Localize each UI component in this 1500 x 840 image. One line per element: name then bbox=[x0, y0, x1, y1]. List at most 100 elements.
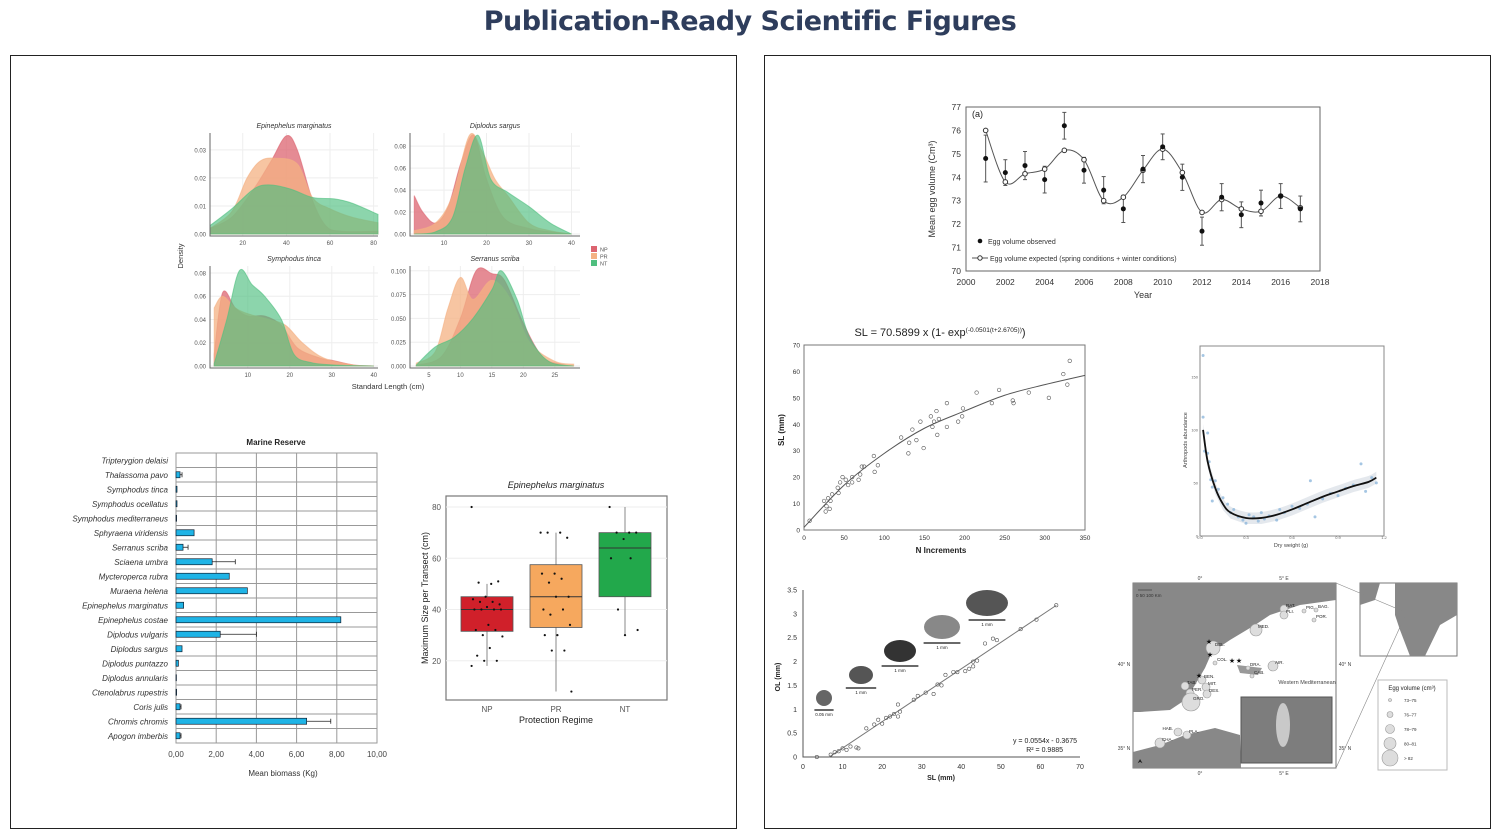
expected-point bbox=[1120, 194, 1127, 200]
data-point bbox=[1221, 496, 1225, 500]
y-tick-label: 0.00 bbox=[194, 233, 206, 239]
equation-exponent: (-0.0501(t+2.6705)) bbox=[966, 327, 1022, 334]
data-point bbox=[844, 747, 849, 752]
colony-marker bbox=[1180, 681, 1190, 691]
data-point bbox=[911, 697, 916, 702]
y-tick-label: 1 bbox=[793, 707, 797, 714]
data-point bbox=[488, 646, 491, 650]
data-point bbox=[914, 438, 919, 443]
data-point bbox=[989, 401, 994, 406]
site-label: GRO. bbox=[1193, 696, 1205, 701]
data-point bbox=[931, 419, 937, 424]
expected-point bbox=[1199, 209, 1205, 216]
x-tick-label: 10 bbox=[244, 373, 251, 379]
colony-star-icon: ★ bbox=[1207, 651, 1213, 659]
inset-connector bbox=[1335, 615, 1406, 769]
data-point bbox=[481, 634, 484, 637]
observed-point bbox=[1179, 174, 1185, 180]
y-tick-label: 0.00 bbox=[194, 365, 206, 371]
longitude-label: 0° bbox=[1198, 771, 1203, 777]
data-point bbox=[556, 634, 559, 637]
map-scale-label: 0 50 100 Km bbox=[1136, 593, 1162, 598]
data-point bbox=[1359, 462, 1363, 466]
data-point bbox=[1259, 511, 1263, 515]
observed-point bbox=[1042, 177, 1048, 183]
data-point bbox=[944, 424, 950, 430]
data-point bbox=[616, 608, 620, 611]
y-tick-label: 0.5 bbox=[787, 731, 797, 738]
colony-star-icon: ★ bbox=[1196, 672, 1202, 680]
site-label: MIT. bbox=[1208, 681, 1217, 686]
x-tick-label: 2004 bbox=[1035, 277, 1054, 287]
data-point bbox=[568, 623, 572, 627]
site-label: BEN. bbox=[1204, 674, 1215, 679]
data-point bbox=[858, 472, 863, 477]
x-tick-label: 50 bbox=[997, 764, 1005, 771]
otolith-image bbox=[849, 666, 873, 684]
data-point bbox=[921, 445, 926, 451]
y-tick-label: 1.5 bbox=[787, 683, 797, 690]
data-point bbox=[899, 435, 904, 440]
legend-circle bbox=[1381, 749, 1399, 767]
legend-label: Egg volume observed bbox=[988, 239, 1056, 246]
box-nt bbox=[598, 532, 652, 598]
x-tick-label: 30 bbox=[526, 241, 533, 247]
data-point bbox=[1232, 507, 1236, 511]
y-tick-label: 73 bbox=[952, 196, 962, 206]
axis-line bbox=[209, 266, 378, 369]
density-area-nt bbox=[414, 134, 572, 235]
expected-point bbox=[1061, 147, 1068, 154]
data-point bbox=[943, 672, 948, 677]
density-panel-2: 0.00 0.02 0.04 0.06 0.08 10 20 30 40 Symphodus ti… bbox=[194, 256, 378, 379]
expected-point bbox=[1081, 156, 1087, 163]
data-point bbox=[476, 654, 479, 657]
scale-label: 1 mm bbox=[981, 622, 993, 627]
bar bbox=[175, 587, 248, 595]
y-tick-label: 72 bbox=[952, 219, 962, 229]
x-axis-label: N Increments bbox=[916, 546, 967, 555]
data-point bbox=[823, 509, 828, 514]
y-axis-label: Maximum Size per Transect (cm) bbox=[420, 532, 430, 664]
x-axis-label: Standard Length (cm) bbox=[352, 382, 425, 391]
x-tick-label: 0 bbox=[801, 764, 805, 771]
y-tick-label: 50 bbox=[793, 395, 801, 402]
data-point bbox=[875, 463, 880, 468]
category-label: Diplodus annularis bbox=[102, 674, 168, 683]
data-point bbox=[884, 715, 889, 720]
colony-marker bbox=[1313, 607, 1319, 613]
x-tick-label: 2002 bbox=[996, 277, 1015, 287]
x-tick-label: 10 bbox=[441, 241, 448, 247]
panel-title: Symphodus tinca bbox=[267, 256, 321, 263]
y-tick-label: 30 bbox=[793, 448, 801, 455]
data-point bbox=[892, 712, 897, 717]
x-tick-label: 6,00 bbox=[289, 750, 305, 759]
legend-title: Egg volume (cm³) bbox=[1388, 686, 1435, 692]
sea-label: Western Mediterranean bbox=[1278, 680, 1335, 686]
data-point bbox=[478, 600, 482, 603]
data-point bbox=[1226, 502, 1230, 506]
data-point bbox=[856, 746, 861, 751]
data-point bbox=[850, 475, 855, 480]
data-point bbox=[566, 536, 569, 539]
data-point bbox=[480, 608, 483, 611]
category-label: Epinephelus marginatus bbox=[82, 601, 168, 610]
latitude-label: 35° N bbox=[1118, 746, 1131, 752]
y-tick-label: 0.03 bbox=[194, 148, 206, 154]
data-point bbox=[501, 635, 504, 638]
latitude-label: 40° N bbox=[1118, 662, 1131, 668]
x-tick-label: 20 bbox=[286, 373, 293, 379]
colony-marker bbox=[1311, 617, 1317, 623]
data-point bbox=[955, 670, 960, 675]
colony-marker bbox=[1154, 737, 1166, 749]
legend-swatch-pr bbox=[591, 253, 597, 259]
data-point bbox=[547, 581, 551, 584]
x-tick-label: 70 bbox=[1076, 764, 1084, 771]
data-point bbox=[935, 432, 940, 437]
legend-label: NT bbox=[600, 262, 608, 268]
bar bbox=[175, 732, 181, 740]
data-point bbox=[628, 531, 631, 534]
otolith-image bbox=[816, 690, 832, 706]
colony-marker bbox=[1245, 665, 1251, 671]
data-point bbox=[1018, 627, 1023, 632]
legend-label: Egg volume expected (spring conditions +… bbox=[990, 256, 1177, 263]
